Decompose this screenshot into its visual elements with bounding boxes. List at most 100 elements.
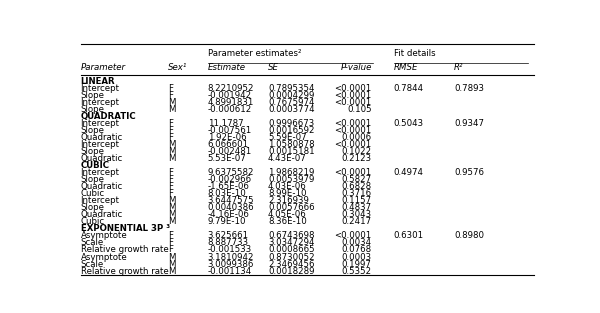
Text: 0.7844: 0.7844 [394, 84, 424, 93]
Text: 0.9347: 0.9347 [454, 119, 484, 128]
Text: 0.0006: 0.0006 [341, 133, 371, 142]
Text: 6.066601: 6.066601 [208, 140, 248, 149]
Text: <0.0001: <0.0001 [334, 98, 371, 107]
Text: Slope: Slope [80, 147, 104, 156]
Text: 1.9868219: 1.9868219 [268, 168, 314, 177]
Text: 0.3716: 0.3716 [341, 189, 371, 198]
Text: M: M [168, 196, 176, 205]
Text: 0.1997: 0.1997 [342, 259, 371, 269]
Text: M: M [168, 210, 176, 219]
Text: 4.8991831: 4.8991831 [208, 98, 254, 107]
Text: 8.2210952: 8.2210952 [208, 84, 254, 93]
Text: 0.0057666: 0.0057666 [268, 203, 314, 212]
Text: 0.4974: 0.4974 [394, 168, 424, 177]
Text: Parameter: Parameter [80, 63, 125, 72]
Text: Slope: Slope [80, 105, 104, 114]
Text: <0.0001: <0.0001 [334, 91, 371, 100]
Text: 0.6743698: 0.6743698 [268, 231, 314, 240]
Text: M: M [168, 105, 176, 114]
Text: <0.0001: <0.0001 [334, 168, 371, 177]
Text: 0.5352: 0.5352 [341, 267, 371, 275]
Text: 0.0040386: 0.0040386 [208, 203, 254, 212]
Text: Quadratic: Quadratic [80, 133, 123, 142]
Text: 0.0053979: 0.0053979 [268, 175, 314, 184]
Text: Quadratic: Quadratic [80, 182, 123, 191]
Text: -0.001134: -0.001134 [208, 267, 252, 275]
Text: 0.1157: 0.1157 [341, 196, 371, 205]
Text: F: F [168, 84, 173, 93]
Text: QUADRATIC: QUADRATIC [80, 112, 136, 121]
Text: Fit details: Fit details [394, 49, 435, 58]
Text: Slope: Slope [80, 175, 104, 184]
Text: 0.8980: 0.8980 [454, 231, 484, 240]
Text: <0.0001: <0.0001 [334, 119, 371, 128]
Text: F: F [168, 119, 173, 128]
Text: 0.0004299: 0.0004299 [268, 91, 314, 100]
Text: F: F [168, 239, 173, 248]
Text: F: F [168, 126, 173, 135]
Text: EXPONENTIAL 3P ³: EXPONENTIAL 3P ³ [80, 224, 170, 233]
Text: 0.0003: 0.0003 [341, 253, 371, 261]
Text: 8.36E-10: 8.36E-10 [268, 217, 307, 226]
Text: 0.7893: 0.7893 [454, 84, 484, 93]
Text: 5.53E-07: 5.53E-07 [208, 154, 246, 163]
Text: 0.1022: 0.1022 [341, 147, 371, 156]
Text: 3.625661: 3.625661 [208, 231, 248, 240]
Text: Intercept: Intercept [80, 168, 119, 177]
Text: 2.3469456: 2.3469456 [268, 259, 314, 269]
Text: Cubic: Cubic [80, 189, 105, 198]
Text: 0.5043: 0.5043 [394, 119, 424, 128]
Text: 11.1787: 11.1787 [208, 119, 243, 128]
Text: CUBIC: CUBIC [80, 161, 110, 170]
Text: F: F [168, 133, 173, 142]
Text: 0.2417: 0.2417 [341, 217, 371, 226]
Text: Sex¹: Sex¹ [168, 63, 187, 72]
Text: 8.887733: 8.887733 [208, 239, 248, 248]
Text: F: F [168, 168, 173, 177]
Text: 0.7895354: 0.7895354 [268, 84, 314, 93]
Text: Scale: Scale [80, 239, 104, 248]
Text: -0.002966: -0.002966 [208, 175, 251, 184]
Text: 2.316939: 2.316939 [268, 196, 309, 205]
Text: M: M [168, 147, 176, 156]
Text: Quadratic: Quadratic [80, 210, 123, 219]
Text: P-value: P-value [340, 63, 371, 72]
Text: Parameter estimates²: Parameter estimates² [208, 49, 301, 58]
Text: Intercept: Intercept [80, 196, 119, 205]
Text: M: M [168, 203, 176, 212]
Text: 0.0768: 0.0768 [341, 245, 371, 254]
Text: F: F [168, 245, 173, 254]
Text: 9.6375582: 9.6375582 [208, 168, 254, 177]
Text: Slope: Slope [80, 126, 104, 135]
Text: 4.05E-06: 4.05E-06 [268, 210, 307, 219]
Text: Slope: Slope [80, 203, 104, 212]
Text: LINEAR: LINEAR [80, 77, 115, 86]
Text: 8.03E-10: 8.03E-10 [208, 189, 246, 198]
Text: 0.9996673: 0.9996673 [268, 119, 314, 128]
Text: M: M [168, 259, 176, 269]
Text: 0.105: 0.105 [347, 105, 371, 114]
Text: Intercept: Intercept [80, 98, 119, 107]
Text: Asymptote: Asymptote [80, 231, 127, 240]
Text: SE: SE [268, 63, 279, 72]
Text: F: F [168, 175, 173, 184]
Text: 3.0347294: 3.0347294 [268, 239, 314, 248]
Text: M: M [168, 154, 176, 163]
Text: -0.001942: -0.001942 [208, 91, 251, 100]
Text: Cubic: Cubic [80, 217, 105, 226]
Text: Intercept: Intercept [80, 140, 119, 149]
Text: 4.03E-06: 4.03E-06 [268, 182, 307, 191]
Text: 3.1810942: 3.1810942 [208, 253, 254, 261]
Text: -1.65E-06: -1.65E-06 [208, 182, 250, 191]
Text: -0.001533: -0.001533 [208, 245, 252, 254]
Text: M: M [168, 98, 176, 107]
Text: 0.0003774: 0.0003774 [268, 105, 314, 114]
Text: -0.000612: -0.000612 [208, 105, 252, 114]
Text: 0.3043: 0.3043 [341, 210, 371, 219]
Text: 0.6301: 0.6301 [394, 231, 424, 240]
Text: 0.0016592: 0.0016592 [268, 126, 314, 135]
Text: Asymptote: Asymptote [80, 253, 127, 261]
Text: -0.002481: -0.002481 [208, 147, 252, 156]
Text: F: F [168, 189, 173, 198]
Text: 0.8730052: 0.8730052 [268, 253, 314, 261]
